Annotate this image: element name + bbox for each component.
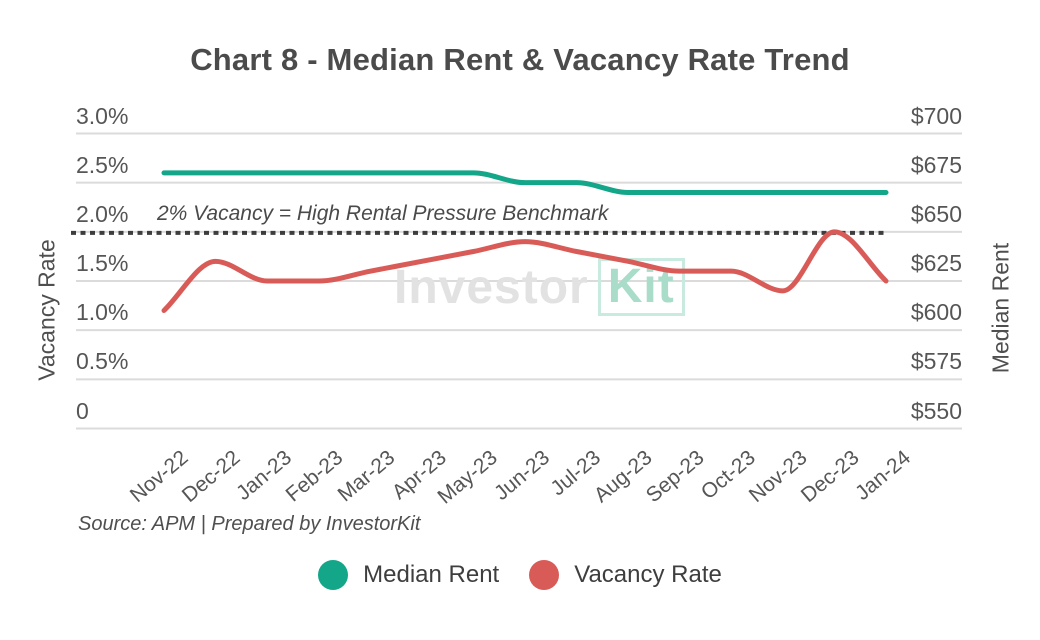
legend-label: Median Rent (363, 561, 500, 588)
left-tick-label: 2.0% (76, 200, 129, 227)
right-tick-label: $650 (910, 200, 962, 227)
watermark: Investor Kit (394, 258, 685, 317)
watermark-investor-text: Investor (394, 260, 589, 314)
source-note: Source: APM | Prepared by InvestorKit (78, 513, 421, 535)
legend-item-vacancy-rate: Vacancy Rate (529, 560, 722, 590)
vacancy-rate-line (161, 229, 889, 313)
left-tick-label: 1.5% (76, 250, 129, 276)
legend-label: Vacancy Rate (574, 561, 722, 588)
left-tick-label: 1.0% (76, 299, 129, 326)
right-tick-label: $675 (910, 151, 962, 178)
legend-swatch-icon (318, 560, 349, 590)
left-tick-label: 2.5% (76, 151, 129, 178)
legend: Median Rent Vacancy Rate (0, 560, 1040, 590)
legend-item-median-rent: Median Rent (318, 560, 499, 590)
left-tick-label: 0.5% (76, 348, 129, 375)
left-axis-title: Vacancy Rate (33, 239, 60, 381)
right-axis-title: Median Rent (987, 242, 1014, 374)
legend-swatch-icon (529, 560, 560, 590)
right-tick-label: $575 (910, 348, 962, 375)
left-tick-label: 3.0% (76, 102, 129, 129)
watermark-kit-badge: Kit (597, 258, 685, 317)
benchmark-annotation: 2% Vacancy = High Rental Pressure Benchm… (157, 202, 609, 225)
chart-title: Chart 8 - Median Rent & Vacancy Rate Tre… (190, 42, 850, 77)
right-tick-label: $700 (910, 102, 962, 129)
right-tick-label: $600 (910, 299, 962, 326)
median-rent-line (161, 170, 889, 195)
right-tick-label: $625 (910, 250, 962, 276)
right-tick-label: $550 (910, 397, 962, 424)
left-tick-label: 0 (76, 397, 89, 424)
